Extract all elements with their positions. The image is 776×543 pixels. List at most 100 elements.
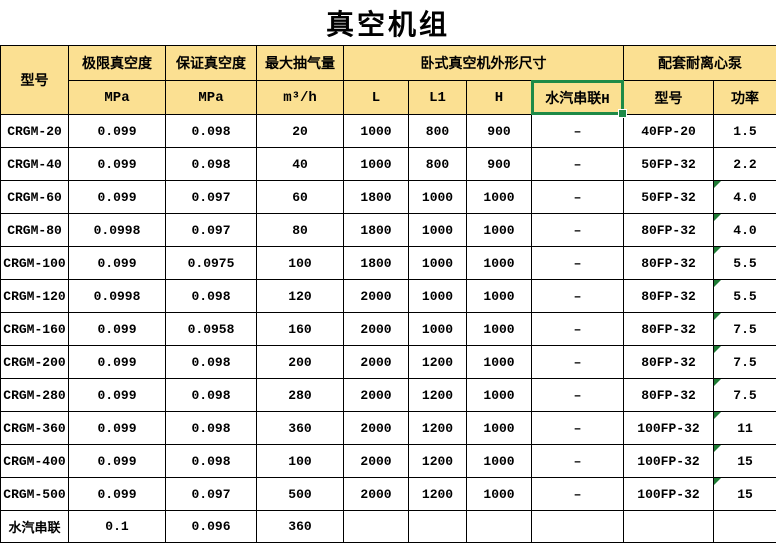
cell-l[interactable] (343, 510, 409, 543)
cell-guaranteed-vacuum[interactable]: 0.097 (165, 213, 257, 247)
cell-max-pumping[interactable]: 20 (256, 114, 344, 148)
cell-guaranteed-vacuum[interactable]: 0.098 (165, 444, 257, 478)
cell-guaranteed-vacuum[interactable]: 0.098 (165, 147, 257, 181)
cell-ultimate-vacuum[interactable]: 0.099 (68, 180, 166, 214)
cell-h[interactable]: 1000 (466, 213, 532, 247)
header-cell-l[interactable]: L (343, 80, 409, 115)
cell-steam-series-h[interactable]: – (531, 147, 624, 181)
cell-max-pumping[interactable]: 360 (256, 510, 344, 543)
cell-h[interactable] (466, 510, 532, 543)
cell-steam-series-h[interactable] (531, 510, 624, 543)
cell-pump-power[interactable]: 4.0 (713, 180, 776, 214)
cell-ultimate-vacuum[interactable]: 0.099 (68, 411, 166, 445)
cell-l[interactable]: 1800 (343, 246, 409, 280)
cell-max-pumping[interactable]: 100 (256, 444, 344, 478)
cell-pump-model[interactable] (623, 510, 714, 543)
cell-max-pumping[interactable]: 100 (256, 246, 344, 280)
cell-model[interactable]: CRGM-100 (0, 246, 69, 280)
cell-max-pumping[interactable]: 80 (256, 213, 344, 247)
cell-l1[interactable]: 1200 (408, 378, 467, 412)
cell-pump-model[interactable]: 80FP-32 (623, 279, 714, 313)
cell-model[interactable]: CRGM-400 (0, 444, 69, 478)
header-cell-pump-model[interactable]: 型号 (623, 80, 714, 115)
cell-guaranteed-vacuum[interactable]: 0.0958 (165, 312, 257, 346)
cell-l1[interactable]: 1000 (408, 180, 467, 214)
cell-pump-power[interactable]: 15 (713, 444, 776, 478)
cell-ultimate-vacuum[interactable]: 0.099 (68, 444, 166, 478)
cell-model[interactable]: CRGM-160 (0, 312, 69, 346)
cell-l1[interactable]: 1000 (408, 279, 467, 313)
cell-h[interactable]: 1000 (466, 345, 532, 379)
cell-l1[interactable]: 1000 (408, 246, 467, 280)
cell-l1[interactable]: 1000 (408, 312, 467, 346)
cell-steam-series-h[interactable]: – (531, 180, 624, 214)
cell-pump-power[interactable]: 7.5 (713, 345, 776, 379)
cell-max-pumping[interactable]: 120 (256, 279, 344, 313)
cell-l1[interactable]: 1000 (408, 213, 467, 247)
header-group-pump[interactable]: 配套耐离心泵 (623, 45, 776, 81)
header-cell-unit-mpa-2[interactable]: MPa (165, 80, 257, 115)
cell-pump-power[interactable]: 5.5 (713, 246, 776, 280)
cell-model[interactable]: CRGM-120 (0, 279, 69, 313)
header-cell-unit-m3h[interactable]: m³/h (256, 80, 344, 115)
cell-model[interactable]: CRGM-60 (0, 180, 69, 214)
header-cell-unit-mpa-1[interactable]: MPa (68, 80, 166, 115)
cell-pump-model[interactable]: 100FP-32 (623, 477, 714, 511)
cell-pump-model[interactable]: 80FP-32 (623, 378, 714, 412)
cell-guaranteed-vacuum[interactable]: 0.098 (165, 279, 257, 313)
cell-ultimate-vacuum[interactable]: 0.099 (68, 147, 166, 181)
cell-guaranteed-vacuum[interactable]: 0.096 (165, 510, 257, 543)
cell-guaranteed-vacuum[interactable]: 0.097 (165, 477, 257, 511)
cell-h[interactable]: 1000 (466, 279, 532, 313)
cell-pump-power[interactable]: 2.2 (713, 147, 776, 181)
cell-l1[interactable]: 800 (408, 114, 467, 148)
fill-handle[interactable] (618, 109, 627, 118)
cell-pump-model[interactable]: 80FP-32 (623, 246, 714, 280)
cell-steam-series-h[interactable]: – (531, 444, 624, 478)
cell-steam-series-h[interactable]: – (531, 378, 624, 412)
cell-pump-power[interactable]: 11 (713, 411, 776, 445)
cell-l[interactable]: 2000 (343, 444, 409, 478)
cell-guaranteed-vacuum[interactable]: 0.0975 (165, 246, 257, 280)
header-group-dimensions[interactable]: 卧式真空机外形尺寸 (343, 45, 624, 81)
cell-model[interactable]: CRGM-500 (0, 477, 69, 511)
cell-guaranteed-vacuum[interactable]: 0.097 (165, 180, 257, 214)
cell-ultimate-vacuum[interactable]: 0.1 (68, 510, 166, 543)
cell-l[interactable]: 1800 (343, 180, 409, 214)
cell-pump-power[interactable]: 4.0 (713, 213, 776, 247)
cell-l1[interactable]: 1200 (408, 477, 467, 511)
cell-steam-series-h[interactable]: – (531, 279, 624, 313)
cell-max-pumping[interactable]: 280 (256, 378, 344, 412)
cell-l[interactable]: 2000 (343, 279, 409, 313)
cell-pump-power[interactable]: 5.5 (713, 279, 776, 313)
header-cell-h[interactable]: H (466, 80, 532, 115)
cell-l1[interactable]: 1200 (408, 411, 467, 445)
cell-l[interactable]: 1000 (343, 114, 409, 148)
cell-model[interactable]: CRGM-360 (0, 411, 69, 445)
cell-model[interactable]: CRGM-40 (0, 147, 69, 181)
cell-pump-power[interactable]: 7.5 (713, 378, 776, 412)
cell-ultimate-vacuum[interactable]: 0.099 (68, 312, 166, 346)
cell-l[interactable]: 2000 (343, 378, 409, 412)
header-cell-guaranteed-vacuum[interactable]: 保证真空度 (165, 45, 257, 81)
cell-l[interactable]: 2000 (343, 411, 409, 445)
cell-pump-model[interactable]: 50FP-32 (623, 180, 714, 214)
cell-guaranteed-vacuum[interactable]: 0.098 (165, 114, 257, 148)
header-cell-max-pumping[interactable]: 最大抽气量 (256, 45, 344, 81)
cell-l1[interactable]: 1200 (408, 345, 467, 379)
cell-model[interactable]: CRGM-200 (0, 345, 69, 379)
cell-h[interactable]: 1000 (466, 246, 532, 280)
cell-steam-series-h[interactable]: – (531, 213, 624, 247)
cell-ultimate-vacuum[interactable]: 0.0998 (68, 213, 166, 247)
cell-ultimate-vacuum[interactable]: 0.099 (68, 378, 166, 412)
cell-ultimate-vacuum[interactable]: 0.0998 (68, 279, 166, 313)
cell-guaranteed-vacuum[interactable]: 0.098 (165, 411, 257, 445)
cell-h[interactable]: 1000 (466, 444, 532, 478)
header-cell-ultimate-vacuum[interactable]: 极限真空度 (68, 45, 166, 81)
cell-steam-series-h[interactable]: – (531, 411, 624, 445)
cell-ultimate-vacuum[interactable]: 0.099 (68, 114, 166, 148)
cell-h[interactable]: 1000 (466, 411, 532, 445)
cell-max-pumping[interactable]: 40 (256, 147, 344, 181)
cell-pump-model[interactable]: 80FP-32 (623, 213, 714, 247)
cell-steam-series-h[interactable]: – (531, 114, 624, 148)
